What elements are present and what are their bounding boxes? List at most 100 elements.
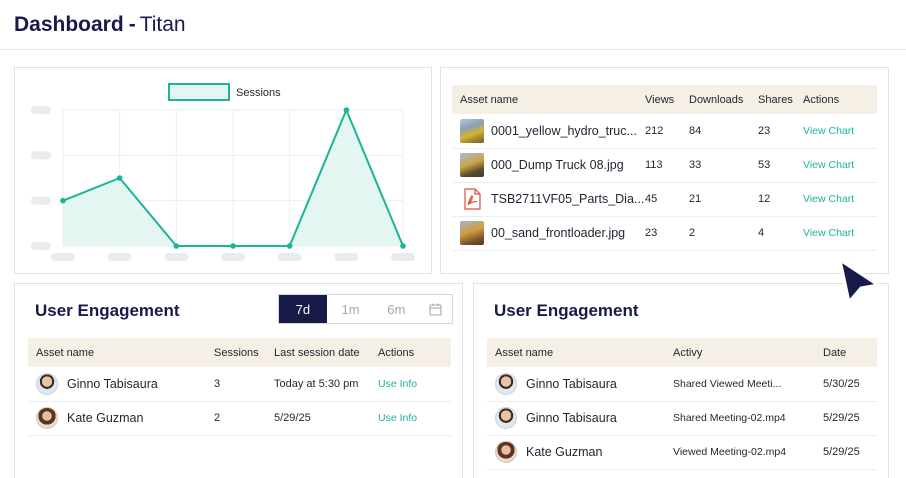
pdf-icon xyxy=(464,188,481,210)
table-row: TSB2711VF05_Parts_Dia... 45 21 12 View C… xyxy=(452,182,877,217)
range-selector: 7d 1m 6m xyxy=(278,294,453,324)
user-name: Kate Guzman xyxy=(526,445,603,459)
engagement-sessions-table: Asset name Sessions Last session date Ac… xyxy=(28,338,451,436)
male-avatar xyxy=(495,372,517,395)
female-avatar xyxy=(495,441,517,463)
user-activity: Shared Viewed Meeti... xyxy=(673,367,823,402)
col-asset-name: Asset name xyxy=(452,85,645,114)
user-name: Kate Guzman xyxy=(67,411,144,425)
table-row: Kate Guzman 2 5/29/25 Use Info xyxy=(28,401,451,436)
male-avatar xyxy=(495,407,517,429)
user-name: Ginno Tabisaura xyxy=(67,376,158,391)
page-title-dashboard: Dashboard xyxy=(14,13,124,36)
view-chart-link[interactable]: View Chart xyxy=(803,227,855,239)
view-chart-link[interactable]: View Chart xyxy=(803,159,855,171)
x-tick-placeholder xyxy=(164,253,189,261)
engagement-activity-table: Asset name Activy Date Ginno Tabisaura S… xyxy=(487,338,877,470)
asset-shares: 53 xyxy=(758,148,803,183)
sessions-point xyxy=(230,243,236,249)
table-row: Kate Guzman Viewed Meeting-02.mp4 5/29/2… xyxy=(487,435,877,470)
assets-table: Asset name Views Downloads Shares Action… xyxy=(452,85,877,251)
table-row: Ginno Tabisaura Shared Meeting-02.mp4 5/… xyxy=(487,401,877,436)
table-row: 0001_yellow_hydro_truc... 212 84 23 View… xyxy=(452,114,877,149)
sessions-point xyxy=(400,243,406,249)
card-title: User Engagement xyxy=(35,301,180,320)
image-thumbnail xyxy=(460,221,484,245)
male-avatar xyxy=(36,372,58,395)
engagement-header-row: Asset name Sessions Last session date Ac… xyxy=(28,338,451,367)
table-row: Ginno Tabisaura 3 Today at 5:30 pm Use I… xyxy=(28,367,451,402)
user-activity: Shared Meeting-02.mp4 xyxy=(673,401,823,436)
assets-header-row: Asset name Views Downloads Shares Action… xyxy=(452,85,877,114)
card-title: User Engagement xyxy=(494,301,639,320)
range-option-1m[interactable]: 1m xyxy=(341,301,360,317)
use-info-link[interactable]: Use Info xyxy=(378,412,418,424)
user-sessions: 2 xyxy=(214,401,274,436)
user-engagement-card-activity: User Engagement Asset name Activy Date G… xyxy=(473,283,889,478)
x-tick-placeholder xyxy=(391,253,415,261)
sessions-point xyxy=(286,243,293,249)
y-tick-placeholder xyxy=(31,151,51,160)
col-actions: Actions xyxy=(378,338,451,367)
page-title: Dashboard - Titan xyxy=(14,13,186,37)
calendar-button[interactable] xyxy=(418,295,452,323)
asset-shares: 23 xyxy=(758,114,803,149)
asset-downloads: 2 xyxy=(689,216,758,251)
sessions-chart: Sessions xyxy=(31,83,415,261)
view-chart-link[interactable]: View Chart xyxy=(803,124,855,137)
col-activity: Activy xyxy=(673,338,823,367)
sessions-area xyxy=(63,110,403,246)
x-tick-placeholder xyxy=(334,253,359,261)
use-info-link[interactable]: Use Info xyxy=(378,377,418,390)
user-name: Ginno Tabisaura xyxy=(526,411,617,425)
col-asset-name: Asset name xyxy=(487,338,673,367)
col-asset-name: Asset name xyxy=(28,338,214,367)
col-sessions: Sessions xyxy=(214,338,274,367)
user-activity: Viewed Meeting-02.mp4 xyxy=(673,435,823,470)
calendar-icon xyxy=(429,303,442,316)
user-engagement-card-sessions: User Engagement 7d 1m 6m Asset name Sess… xyxy=(14,283,463,478)
col-actions: Actions xyxy=(803,85,877,114)
table-row: 000_Dump Truck 08.jpg 113 33 53 View Cha… xyxy=(452,148,877,183)
asset-views: 45 xyxy=(645,182,689,217)
asset-name: 0001_yellow_hydro_truc... xyxy=(491,123,637,138)
sessions-point xyxy=(116,175,123,181)
asset-name: 000_Dump Truck 08.jpg xyxy=(491,158,624,172)
x-tick-placeholder xyxy=(51,253,75,261)
asset-name: 00_sand_frontloader.jpg xyxy=(491,226,626,240)
engagement-header-row: Asset name Activy Date xyxy=(487,338,877,367)
range-option-6m[interactable]: 6m xyxy=(387,301,406,317)
female-avatar xyxy=(36,407,58,429)
asset-downloads: 84 xyxy=(689,114,758,149)
asset-views: 23 xyxy=(645,216,689,251)
x-tick-placeholder xyxy=(277,253,302,261)
activity-date: 5/29/25 xyxy=(823,435,877,470)
legend-swatch xyxy=(168,83,230,101)
asset-downloads: 33 xyxy=(689,148,758,183)
col-shares: Shares xyxy=(758,85,803,114)
user-last-session: 5/29/25 xyxy=(274,401,378,436)
page-title-project: Titan xyxy=(139,13,186,36)
sessions-point xyxy=(173,243,180,249)
asset-downloads: 21 xyxy=(689,182,758,217)
col-downloads: Downloads xyxy=(689,85,758,114)
x-tick-placeholder xyxy=(221,253,245,261)
legend-label-sessions: Sessions xyxy=(236,87,281,99)
view-chart-link[interactable]: View Chart xyxy=(803,193,855,205)
table-row: 00_sand_frontloader.jpg 23 2 4 View Char… xyxy=(452,216,877,251)
assets-card: Asset name Views Downloads Shares Action… xyxy=(440,67,889,274)
user-sessions: 3 xyxy=(214,367,274,402)
col-date: Date xyxy=(823,338,877,367)
table-row: Ginno Tabisaura Shared Viewed Meeti... 5… xyxy=(487,367,877,402)
image-thumbnail xyxy=(460,153,484,177)
col-last-session-date: Last session date xyxy=(274,338,378,367)
y-tick-placeholder xyxy=(31,106,51,114)
mouse-pointer-icon xyxy=(838,258,880,304)
sessions-chart-card: Sessions xyxy=(14,67,432,274)
range-option-7d[interactable]: 7d xyxy=(279,295,327,323)
sessions-point xyxy=(343,107,350,113)
y-tick-placeholder xyxy=(31,196,51,205)
y-tick-placeholder xyxy=(31,242,51,250)
asset-views: 113 xyxy=(645,148,689,183)
page-title-separator: - xyxy=(128,13,136,36)
